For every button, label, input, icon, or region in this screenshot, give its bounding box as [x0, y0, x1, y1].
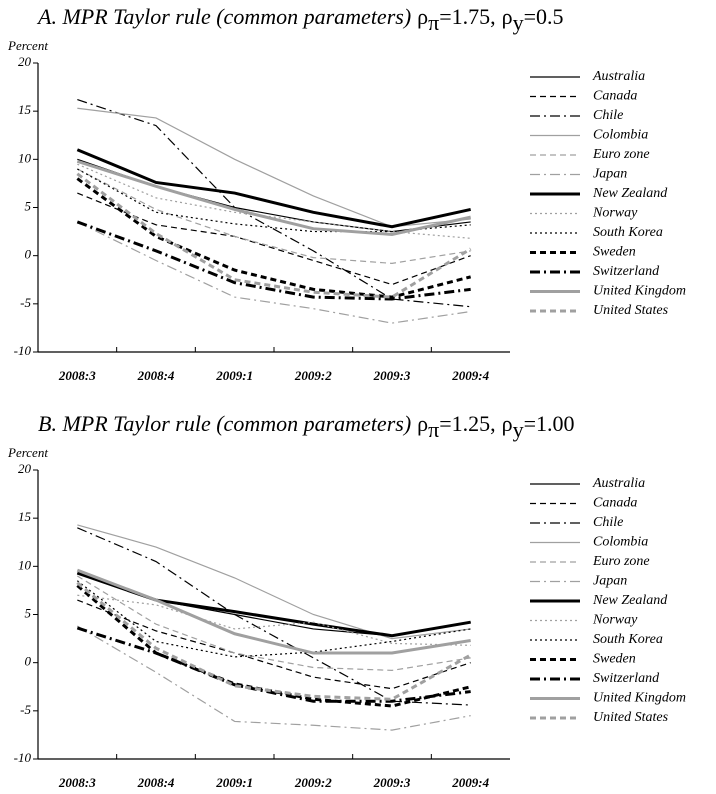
title-text: A. MPR Taylor rule (common parameters): [36, 4, 411, 29]
y-tick-label: 15: [18, 102, 32, 117]
series-line: [77, 99, 471, 308]
y-tick-label: -5: [20, 295, 31, 310]
legend-label: Canada: [593, 89, 637, 104]
y-axis-label: Percent: [7, 445, 48, 460]
series-line: [76, 581, 472, 701]
param-value: =1.75,: [439, 4, 495, 29]
legend-label: Australia: [592, 69, 645, 84]
x-tick-label: 2009:1: [215, 775, 253, 790]
series-line: [76, 172, 472, 299]
param-value: =0.5: [524, 4, 564, 29]
legend-label: Sweden: [593, 652, 636, 667]
series-line: [76, 626, 471, 703]
legend-label: New Zealand: [592, 186, 668, 201]
series-line: [76, 571, 471, 638]
series-line: [76, 584, 472, 708]
x-tick-label: 2008:3: [58, 368, 96, 383]
y-tick-label: -10: [14, 750, 32, 765]
legend-label: Chile: [593, 108, 623, 123]
legend-label: Norway: [592, 613, 638, 628]
legend-label: Japan: [593, 574, 627, 589]
y-tick-label: 20: [18, 461, 32, 476]
x-tick-label: 2009:1: [215, 368, 253, 383]
legend-label: Japan: [593, 167, 627, 182]
legend-label: United States: [593, 710, 669, 725]
x-tick-label: 2009:4: [451, 368, 489, 383]
y-tick-label: 0: [25, 654, 32, 669]
x-tick-label: 2008:4: [137, 368, 175, 383]
series-line: [77, 168, 471, 264]
y-tick-label: 10: [18, 150, 32, 165]
y-tick-label: -5: [20, 702, 31, 717]
x-tick-label: 2008:3: [58, 775, 96, 790]
param-symbol: ρ: [417, 4, 428, 29]
series-line: [77, 625, 471, 731]
series-line: [77, 221, 471, 324]
title-text: B. MPR Taylor rule (common parameters): [38, 411, 411, 436]
legend-label: Sweden: [593, 245, 636, 260]
param-symbol: ρ: [502, 4, 513, 29]
chart-panel: A. MPR Taylor rule (common parameters) ρπ…: [7, 4, 686, 383]
legend-label: Euro zone: [592, 554, 650, 569]
series-line: [77, 572, 471, 637]
y-tick-label: 15: [18, 509, 32, 524]
legend-label: United Kingdom: [593, 284, 686, 299]
legend-label: Euro zone: [592, 147, 650, 162]
param-value: =1.00: [524, 411, 575, 436]
x-tick-label: 2009:3: [373, 775, 411, 790]
legend-label: United Kingdom: [593, 691, 686, 706]
series-line: [76, 159, 471, 236]
series-line: [76, 148, 471, 229]
x-tick-label: 2009:2: [294, 368, 332, 383]
y-tick-label: 10: [18, 557, 32, 572]
y-axis-label: Percent: [7, 38, 48, 53]
series-line: [77, 527, 471, 706]
x-tick-label: 2009:3: [373, 368, 411, 383]
x-tick-label: 2009:2: [294, 775, 332, 790]
param-symbol: ρ: [502, 411, 513, 436]
legend-label: Chile: [593, 515, 623, 530]
param-subscript: y: [513, 10, 524, 35]
series-line: [77, 107, 471, 228]
series-line: [77, 163, 471, 239]
x-tick-label: 2009:4: [451, 775, 489, 790]
param-value: =1.25,: [439, 411, 495, 436]
legend-label: Norway: [592, 206, 638, 221]
series-line: [76, 568, 471, 655]
series-line: [76, 220, 471, 301]
series-line: [77, 524, 471, 640]
chart-title: B. MPR Taylor rule (common parameters) ρπ…: [38, 411, 575, 442]
legend-label: Switzerland: [593, 671, 660, 686]
param-subscript: π: [428, 417, 439, 442]
series-line: [76, 580, 471, 658]
legend-label: New Zealand: [592, 593, 668, 608]
y-tick-label: 0: [25, 247, 32, 262]
legend-label: Australia: [592, 476, 645, 491]
y-tick-label: 5: [25, 605, 32, 620]
x-tick-label: 2008:4: [137, 775, 175, 790]
legend-label: Colombia: [593, 128, 648, 143]
legend-label: Switzerland: [593, 264, 660, 279]
chart-panel: B. MPR Taylor rule (common parameters) ρπ…: [7, 411, 686, 790]
legend-label: South Korea: [593, 225, 663, 240]
legend-label: Canada: [593, 496, 637, 511]
y-tick-label: 5: [25, 198, 32, 213]
param-subscript: π: [428, 10, 439, 35]
legend-label: United States: [593, 303, 669, 318]
series-line: [77, 599, 471, 690]
legend-label: South Korea: [593, 632, 663, 647]
legend-label: Colombia: [593, 535, 648, 550]
y-tick-label: -10: [14, 343, 32, 358]
chart-title: A. MPR Taylor rule (common parameters) ρπ…: [36, 4, 564, 35]
param-symbol: ρ: [417, 411, 428, 436]
series-line: [77, 594, 471, 646]
series-line: [77, 192, 471, 286]
param-subscript: y: [513, 417, 524, 442]
series-line: [76, 177, 472, 299]
y-tick-label: 20: [18, 54, 32, 69]
